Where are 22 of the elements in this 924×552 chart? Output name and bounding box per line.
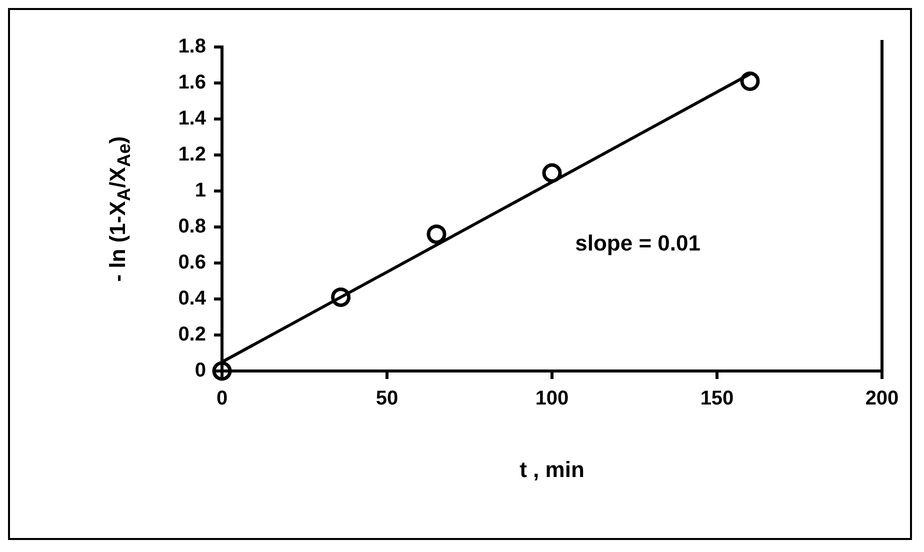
x-tick-label: 0 [216,388,228,410]
y-tick-label: 0.4 [178,288,207,310]
y-tick-label: 0.8 [178,216,206,238]
point [212,361,232,381]
x-tick-label: 100 [535,388,569,410]
y-tick-label: 1.2 [178,144,206,166]
y-tick-label: 0.6 [178,252,206,274]
annotation: slope = 0.01 [575,230,700,256]
point [331,287,351,307]
point [542,163,562,183]
y-tick-label: 1 [194,180,206,202]
y-tick-label: 1.6 [178,72,206,94]
y-tick-label: 1.4 [178,108,207,130]
x-axis-title: t , min [520,457,584,483]
point [426,224,446,244]
x-tick-label: 200 [865,388,899,410]
point [740,71,760,91]
y-tick-label: 0.2 [178,324,206,346]
y-tick-label: 1.8 [178,36,206,58]
y-tick-label: 0 [194,360,206,382]
x-tick-label: 50 [376,388,398,410]
x-tick-label: 150 [700,388,734,410]
